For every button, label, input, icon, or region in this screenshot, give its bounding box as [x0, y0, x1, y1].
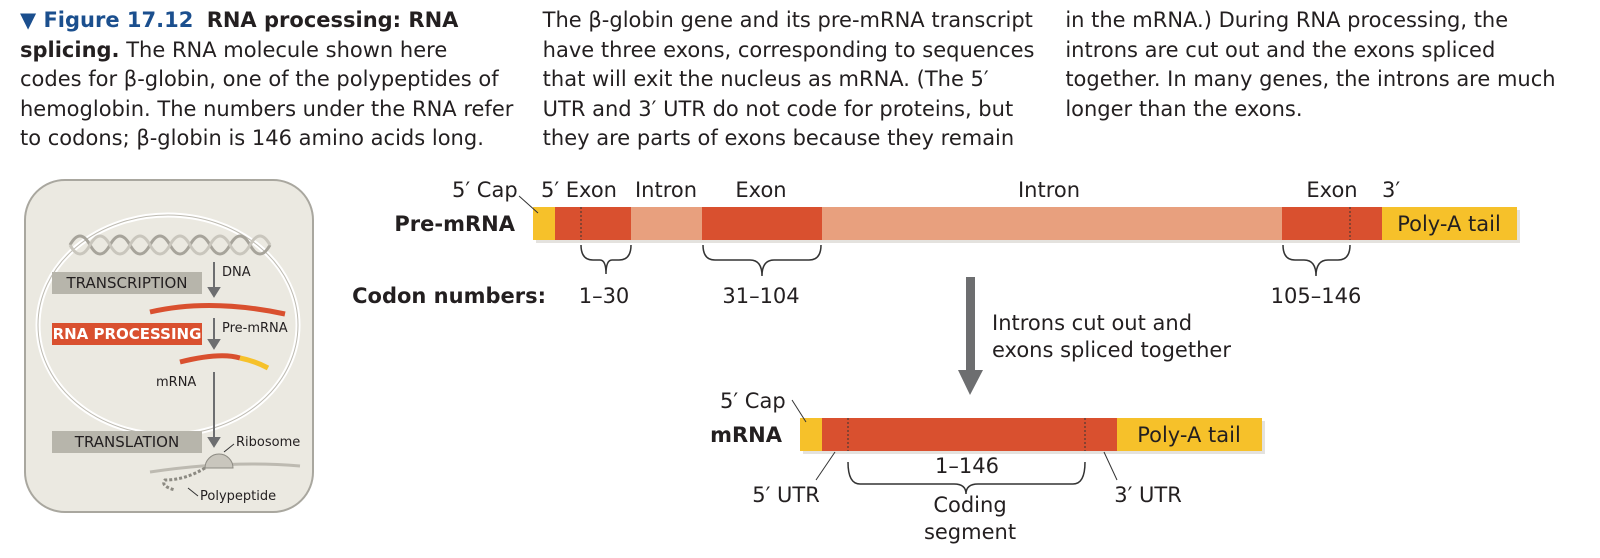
step-label: RNA PROCESSING [53, 325, 202, 343]
bracket [847, 461, 1086, 495]
codon-range: 105–146 [1271, 284, 1362, 308]
segment-label: Exon [1306, 178, 1357, 202]
label-line: Coding [933, 493, 1006, 517]
icon-label: Pre-mRNA [222, 321, 288, 336]
cap-label: 5′ Cap [452, 178, 518, 202]
leader [223, 443, 235, 453]
coding-range: 1–146 [935, 454, 999, 478]
step-box [52, 323, 202, 345]
leader [187, 487, 199, 497]
utr-label: 5′ UTR [752, 483, 820, 507]
caption-body: The RNA molecule shown here codes for β-… [20, 8, 1556, 150]
coding-segment-label: Coding segment [924, 493, 1016, 544]
step-label: TRANSCRIPTION [66, 274, 188, 292]
splice-arrowhead [958, 370, 983, 395]
mrna: mRNA 5′ Cap Poly-A tail 1–146 5′ UTR 3′ … [710, 389, 1265, 544]
mrna-icon-tail [239, 355, 270, 371]
icon-label: mRNA [156, 375, 196, 390]
utr-label: 3′ UTR [1114, 483, 1182, 507]
figure-label: ▼ Figure 17.12 [20, 8, 194, 32]
icon-label: DNA [222, 265, 251, 280]
leader [518, 195, 539, 214]
figure-title: RNA processing: RNA splicing. [20, 8, 459, 62]
leader [815, 451, 836, 481]
intron [822, 207, 1282, 240]
label-line: segment [924, 520, 1016, 544]
ribosome [204, 453, 234, 469]
segment-label: 5′ Exon [541, 178, 617, 202]
leader [1103, 451, 1118, 481]
intron [631, 207, 702, 240]
leader [791, 399, 807, 423]
icon-label: Polypeptide [200, 489, 276, 504]
splicing-note: Introns cut out and exons spliced togethe… [992, 311, 1231, 362]
end-label: 3′ [1382, 178, 1400, 202]
mrna-icon [179, 353, 241, 365]
step-box [52, 272, 202, 294]
poly-a-label: Poly-A tail [1137, 423, 1241, 447]
cap [533, 207, 555, 240]
segment-label: Intron [1018, 178, 1080, 202]
codon-range: 1–30 [579, 284, 630, 308]
codon-label: Codon numbers: [352, 284, 546, 308]
poly-a-tail [1117, 418, 1262, 451]
exons [822, 418, 1117, 451]
icon-arrows [207, 262, 221, 448]
cap [800, 418, 822, 451]
icon-label: Ribosome [236, 435, 300, 450]
note-line: Introns cut out and [992, 311, 1192, 335]
segment-label: Intron [635, 178, 697, 202]
row-label: Pre-mRNA [394, 212, 515, 236]
segment-label: Exon [735, 178, 786, 202]
dna-strand [68, 234, 272, 256]
exon [1282, 207, 1382, 240]
poly-a-tail [1382, 207, 1517, 240]
cell-icon: TRANSCRIPTION RNA PROCESSING TRANSLATION… [24, 179, 314, 513]
brackets [580, 244, 1351, 277]
note-line: exons spliced together [992, 338, 1231, 362]
polypeptide [162, 466, 206, 492]
row-label: mRNA [710, 423, 783, 447]
exon [702, 207, 822, 240]
step-label: TRANSLATION [74, 433, 179, 451]
poly-a-label: Poly-A tail [1397, 212, 1501, 236]
caption: ▼ Figure 17.12 RNA processing: RNA splic… [20, 6, 1560, 158]
pre-mrna: Pre-mRNA 5′ Cap 5′ Exon Intron Exon Intr… [352, 178, 1520, 308]
icon-frame [24, 179, 314, 513]
step-box [52, 431, 202, 453]
cap-label: 5′ Cap [720, 389, 786, 413]
codon-range: 31–104 [722, 284, 799, 308]
pre-mrna-icon [149, 303, 286, 317]
splice-arrow [966, 277, 975, 372]
exon [555, 207, 631, 240]
